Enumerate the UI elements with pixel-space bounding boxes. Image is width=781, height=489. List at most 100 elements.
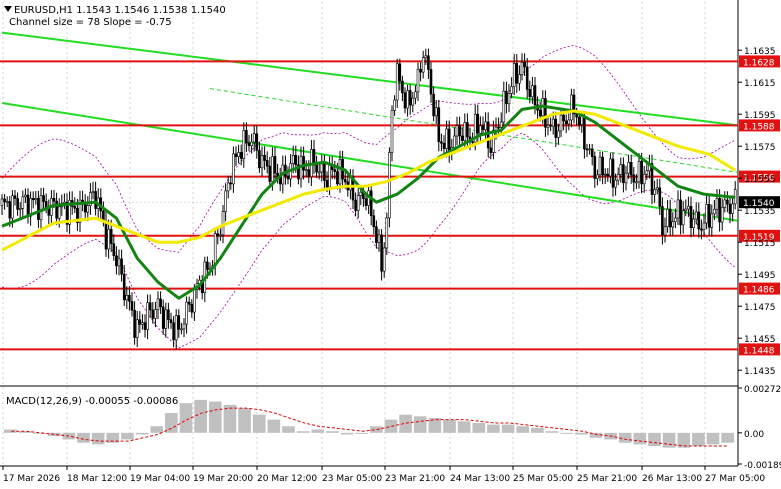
macd-bar [545, 431, 559, 433]
candle-body [614, 179, 617, 188]
candle-body [216, 233, 220, 237]
candle-body [627, 162, 630, 174]
candle-body [307, 169, 311, 178]
macd-tick-label: 0.00272 [744, 385, 781, 395]
candle-body [707, 204, 711, 228]
macd-bar [33, 432, 46, 434]
candle-body [229, 182, 233, 185]
candle-body [315, 164, 318, 173]
candle-body [76, 207, 79, 223]
macd-bar [121, 432, 134, 440]
candle-body [718, 197, 721, 223]
candle-body [484, 121, 487, 131]
candle-body [697, 211, 701, 230]
level-label: 1.1519 [743, 233, 775, 243]
candle-body [304, 169, 308, 172]
candle-body [726, 199, 729, 205]
candle-body [385, 217, 389, 249]
candle-body [109, 228, 113, 245]
candle-body [507, 93, 511, 105]
candle-body [723, 199, 727, 208]
candle-body [130, 301, 134, 311]
candle-body [133, 309, 136, 338]
candle-body [437, 107, 441, 142]
candle-body [37, 197, 40, 220]
candle-body [655, 187, 659, 190]
candle-body [419, 68, 422, 73]
candle-body [159, 298, 162, 308]
candle-body [564, 120, 568, 125]
candle-body [606, 173, 610, 177]
candle-body [395, 63, 399, 101]
candle-body [388, 152, 391, 219]
candle-body [458, 125, 461, 137]
price-tick-label: 1.1455 [744, 335, 776, 345]
candle-body [720, 206, 724, 223]
candle-body [161, 306, 165, 329]
candle-body [609, 158, 612, 177]
macd-bar [370, 426, 383, 433]
price-tick-label: 1.1495 [744, 271, 776, 281]
candle-body [416, 68, 420, 93]
macd-bar [501, 424, 515, 433]
candle-body [78, 199, 82, 223]
candle-body [242, 130, 246, 159]
candle-body [34, 197, 38, 201]
time-tick-label: 26 Mar 13:00 [642, 474, 702, 484]
candle-body [588, 148, 591, 151]
candle-body [86, 205, 90, 213]
candle-body [0, 198, 4, 206]
macd-bar [721, 432, 734, 443]
candle-body [546, 124, 550, 128]
candle-body [213, 233, 217, 267]
ma-slow-line [1, 109, 736, 252]
candle-body [382, 247, 386, 272]
current-price-label: 1.1540 [743, 199, 775, 209]
macd-bar [706, 432, 720, 445]
candle-body [544, 98, 547, 128]
price-tick-label: 1.1615 [744, 79, 776, 89]
macd-bar [135, 432, 149, 435]
candle-body [375, 226, 378, 244]
macd-bar [560, 432, 573, 434]
candle-body [525, 66, 529, 90]
candle-body [164, 309, 168, 329]
candle-body [598, 156, 602, 176]
candle-body [268, 165, 272, 182]
macd-tick-label: -0.00189 [744, 461, 781, 471]
candle-body [687, 206, 690, 210]
candle-body [676, 199, 680, 219]
macd-bar [487, 424, 500, 433]
candle-body [429, 69, 433, 95]
candle-body [122, 273, 126, 301]
channel-upper-line [1, 31, 738, 127]
candle-body [255, 133, 259, 151]
candle-body [234, 153, 238, 157]
candle-body [637, 160, 641, 183]
candle-body [18, 208, 22, 210]
candle-body [138, 319, 142, 325]
candle-body [286, 175, 290, 180]
ma-fast-line [1, 104, 736, 301]
dropdown-triangle-icon[interactable] [4, 6, 12, 12]
macd-bar [662, 432, 676, 448]
macd-bar [223, 404, 237, 433]
candle-body [263, 154, 266, 161]
candle-body [154, 309, 157, 319]
level-label: 1.1448 [743, 346, 775, 356]
candle-body [16, 198, 19, 210]
level-label: 1.1588 [743, 122, 775, 132]
candle-body [369, 190, 373, 217]
candle-body [297, 164, 300, 180]
candle-body [393, 99, 396, 111]
price-tick-label: 1.1475 [744, 303, 776, 313]
candle-body [206, 261, 209, 270]
candle-body [31, 198, 35, 201]
candle-body [577, 116, 581, 125]
candle-body [473, 113, 477, 143]
time-tick-label: 25 Mar 21:00 [577, 474, 637, 484]
candle-body [91, 191, 95, 193]
candle-body [3, 198, 6, 203]
candle-body [252, 133, 256, 143]
candle-body [557, 130, 560, 138]
